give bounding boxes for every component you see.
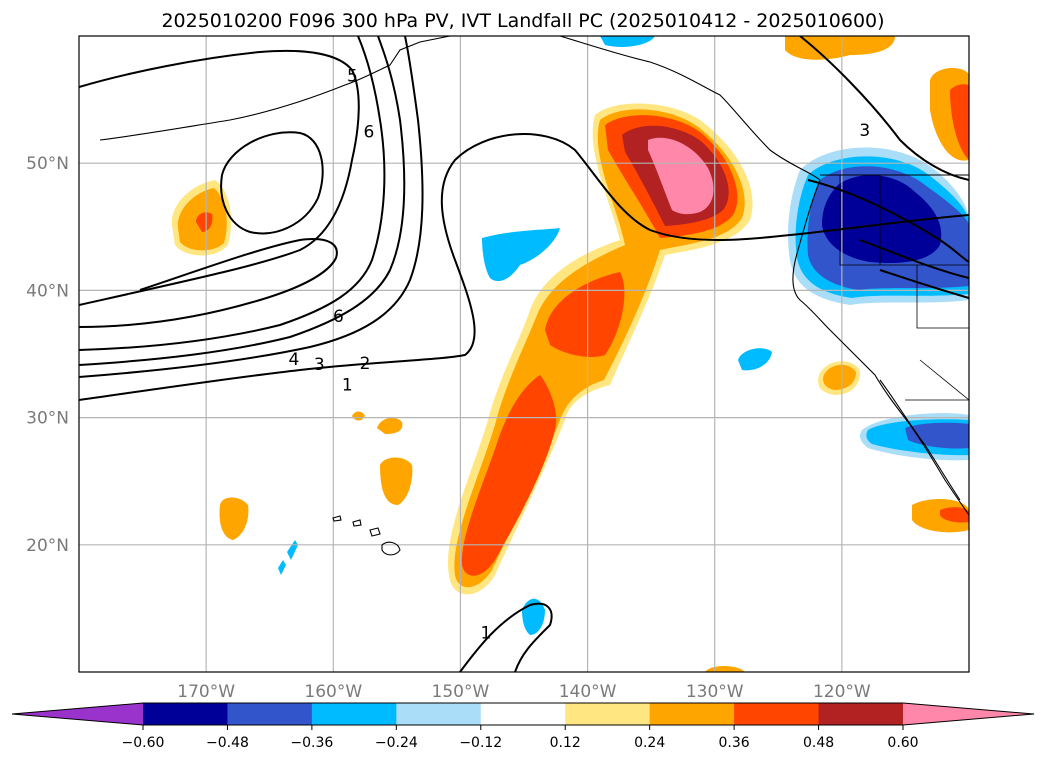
colorbar-segment (734, 703, 820, 725)
contour-label: 3 (859, 121, 870, 141)
colorbar-tick-label: −0.48 (206, 735, 249, 751)
colorbar-tick-label: −0.60 (122, 735, 165, 751)
shade-negative-a (482, 228, 560, 282)
contour-label: 3 (314, 355, 325, 375)
colorbar-segment (311, 703, 397, 725)
hawaii-big-island (381, 541, 401, 556)
colorbar-tick-label: 0.36 (719, 735, 750, 751)
lat-tick-label: 50°N (26, 154, 69, 174)
colorbar: −0.60 −0.48 −0.36 −0.24 −0.12 0.12 0.24 0.36 0.4… (11, 702, 1035, 751)
shade-positive-patch-d (352, 411, 365, 421)
map-gridlines (79, 36, 969, 672)
lon-tick-label: 150°W (432, 682, 490, 702)
coastlines (99, 36, 969, 516)
coastline-alaska-south (559, 36, 821, 181)
contour-label: 1 (480, 624, 491, 644)
colorbar-segment (480, 703, 566, 725)
shade-positive-patch-a (380, 457, 413, 505)
shade-positive-patch-g-core (950, 84, 969, 160)
shade-positive-patch-f-core (940, 507, 969, 523)
colorbar-tick-label: 0.48 (803, 735, 834, 751)
pv-contour-2 (79, 36, 424, 378)
hawaii-islands (332, 515, 401, 556)
contour-label: 6 (333, 307, 344, 327)
shade-positive-patch-e-core (823, 364, 856, 390)
shade-negative-b (600, 36, 655, 47)
pv-contour-1 (79, 133, 969, 401)
lon-tick-label: 120°W (813, 682, 871, 702)
pv-contour-6-closed (220, 131, 324, 235)
colorbar-tick-label: 0.12 (550, 735, 581, 751)
pv-contour-3-east (799, 36, 969, 181)
contour-label: 4 (288, 350, 299, 370)
colorbar-segment (818, 703, 904, 725)
shade-negative-d (738, 348, 772, 371)
pv-contour-6 (79, 238, 338, 328)
pv-contour-5 (79, 49, 360, 306)
lon-tick-label: 130°W (686, 682, 744, 702)
shade-negative-e (522, 598, 545, 635)
pv-contour-1-south (459, 602, 553, 672)
shade-negative-g (278, 560, 286, 575)
pv-contour-east-a (807, 179, 969, 263)
pv-contour-4 (79, 36, 386, 351)
colorbar-extend-low (12, 703, 143, 725)
colorbar-extend-high (903, 703, 1034, 725)
lon-tick-label: 140°W (559, 682, 617, 702)
ivt-pc-shading (171, 36, 969, 672)
contour-label: 6 (363, 122, 374, 142)
colorbar-segment (227, 703, 313, 725)
pv-contours (79, 36, 969, 672)
shade-positive-plume-pink (648, 137, 714, 215)
hawaii-kauai (332, 515, 342, 522)
border-state-lines (839, 175, 969, 401)
lon-tick-label: 170°W (177, 682, 235, 702)
shade-positive-plume-red (461, 375, 557, 576)
contour-label: 1 (342, 376, 353, 396)
colorbar-tick-label: −0.36 (290, 735, 333, 751)
colorbar-tick-label: −0.12 (459, 735, 502, 751)
colorbar-segment (649, 703, 735, 725)
colorbar-tick-label: 0.60 (887, 735, 918, 751)
shade-positive-patch-b (219, 497, 249, 540)
shade-positive-patch-west-core (196, 212, 213, 232)
pv-contour-east-c (879, 269, 969, 299)
shade-negative-northwest-core (822, 175, 942, 264)
colorbar-tick-label: −0.24 (375, 735, 418, 751)
pv-contour-east-b (859, 239, 969, 279)
latitude-labels: 20°N 30°N 40°N 50°N (26, 154, 69, 556)
hawaii-oahu (352, 519, 362, 527)
pv-contour-3 (79, 36, 406, 366)
shade-positive-patch-c (377, 417, 403, 434)
lat-tick-label: 20°N (26, 536, 69, 556)
contour-label: 5 (347, 66, 358, 86)
coastline-baja (879, 379, 961, 501)
colorbar-segment (396, 703, 482, 725)
colorbar-segment (143, 703, 228, 725)
lat-tick-label: 40°N (26, 281, 69, 301)
map-frame (78, 35, 970, 673)
coastline-west-coast (792, 179, 969, 516)
colorbar-tick-label: 0.24 (634, 735, 665, 751)
shade-positive-plume-red-mid (545, 272, 625, 357)
coastline-aleutians (99, 36, 451, 141)
shade-positive-patch-h (785, 36, 895, 60)
lat-tick-label: 30°N (26, 409, 69, 429)
hawaii-maui (369, 527, 381, 537)
chart-title: 2025010200 F096 300 hPa PV, IVT Landfall… (161, 10, 884, 32)
longitude-labels: 170°W 160°W 150°W 140°W 130°W 120°W (177, 682, 871, 702)
colorbar-segment (565, 703, 651, 725)
contour-label: 2 (360, 354, 371, 374)
lon-tick-label: 160°W (304, 682, 362, 702)
